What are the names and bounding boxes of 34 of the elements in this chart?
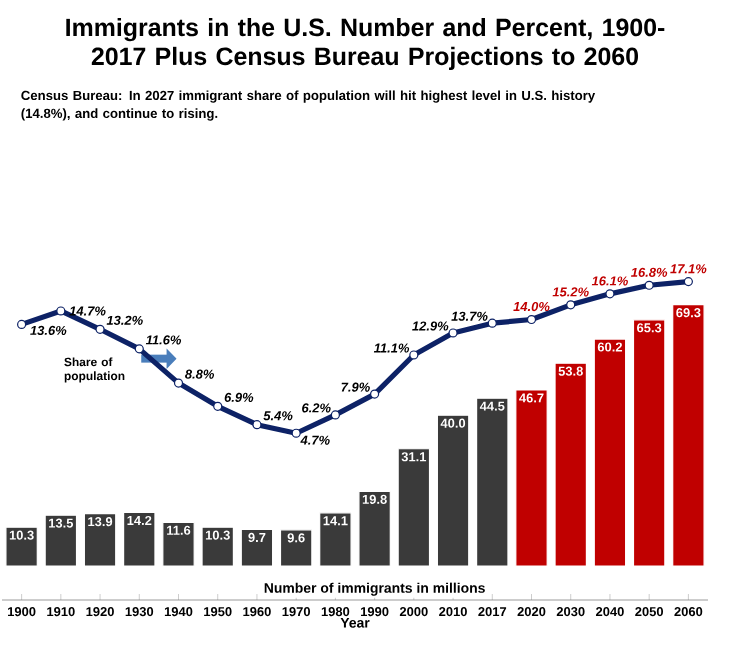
bar [162, 521, 195, 567]
point [566, 300, 576, 310]
bar [5, 526, 38, 567]
bar [319, 512, 352, 567]
bar [593, 338, 627, 567]
point [134, 344, 144, 354]
point [213, 401, 223, 411]
point [173, 378, 184, 388]
point [95, 324, 105, 334]
bar [397, 448, 431, 567]
bar [672, 304, 705, 567]
point [330, 410, 340, 420]
point [17, 319, 27, 329]
bar [515, 389, 548, 567]
bar [44, 514, 78, 567]
chart-title: Immigrants in the U.S. Number and Percent, 1900-2017 Plus Census Bureau Projections to 2060 [66, 17, 665, 71]
point [56, 306, 66, 316]
bar [436, 414, 470, 567]
bar [122, 511, 156, 567]
bar [279, 529, 313, 567]
point [526, 314, 537, 325]
point [291, 428, 301, 438]
bar [358, 490, 391, 567]
point [409, 350, 419, 360]
bar [201, 526, 235, 567]
point [448, 328, 458, 338]
bar [475, 397, 509, 567]
bar [83, 513, 117, 567]
point [252, 420, 262, 430]
bar [554, 362, 588, 567]
bar [240, 528, 274, 567]
bar [632, 319, 666, 567]
point [487, 318, 497, 328]
point [370, 389, 380, 399]
